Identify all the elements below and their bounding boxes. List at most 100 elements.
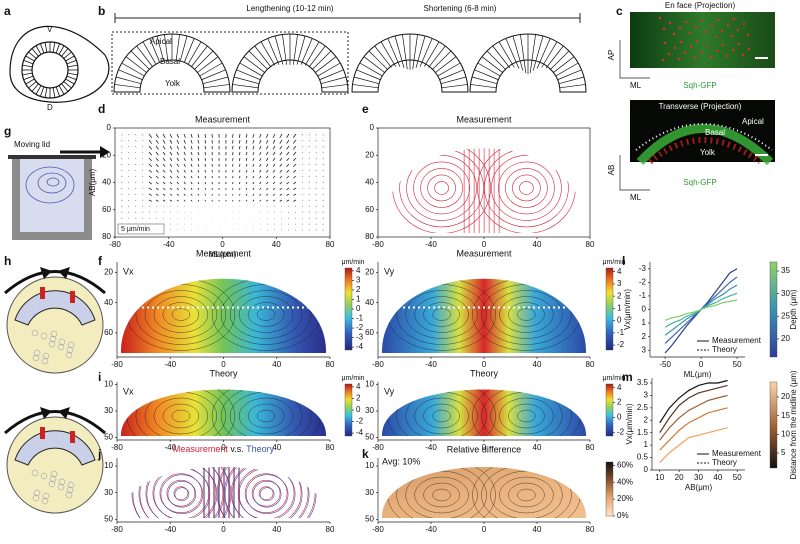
- vector: [245, 175, 248, 179]
- heatmap-field: [120, 389, 327, 436]
- vector: [259, 199, 262, 202]
- signal-dot: [742, 22, 746, 26]
- cell-line: [175, 34, 180, 61]
- vector: [141, 151, 144, 154]
- vector: [252, 169, 255, 173]
- vector: [204, 145, 207, 150]
- cell-line: [31, 83, 39, 92]
- cell-line: [559, 84, 586, 89]
- cell-line: [402, 34, 408, 70]
- panel-label: j: [97, 447, 101, 461]
- vector: [301, 175, 304, 177]
- cell-line: [498, 41, 515, 68]
- streamline: [427, 174, 456, 202]
- vector: [183, 199, 186, 202]
- vector: [315, 151, 318, 154]
- streamline: [505, 168, 548, 208]
- colorbar: [605, 383, 614, 437]
- vector: [183, 175, 186, 179]
- colorbar: [605, 461, 614, 517]
- region-label: Yolk: [165, 79, 181, 88]
- signal-dot: [741, 53, 745, 57]
- vector: [134, 169, 137, 172]
- cell-line: [552, 56, 575, 73]
- colorbar-label: Distance from the midline (μm): [789, 370, 798, 479]
- dashed-box: [111, 31, 349, 95]
- x-tick-label: 40: [272, 525, 281, 534]
- cell-line: [191, 45, 208, 67]
- signal-dot: [700, 19, 704, 23]
- cell-line: [471, 76, 498, 85]
- chart-title: Measurement: [196, 248, 252, 258]
- vector: [308, 145, 311, 148]
- colorbar-tick-label: 20: [781, 334, 790, 343]
- cell-line: [118, 69, 143, 81]
- streamline: [174, 487, 190, 502]
- colorbar-tick-label: -2: [617, 427, 625, 436]
- vector: [259, 139, 262, 144]
- yolk: [66, 346, 74, 354]
- cell-line: [282, 34, 287, 65]
- vector: [245, 139, 248, 144]
- signal-dot: [684, 20, 688, 24]
- cell-line: [58, 45, 65, 55]
- vector: [162, 181, 166, 185]
- vector: [279, 175, 283, 179]
- fold-diagram: Lengthening (10-12 min) Shortening (6-8 …: [111, 4, 587, 95]
- vector: [238, 187, 241, 190]
- signal-dot: [715, 49, 719, 53]
- vector: [141, 187, 144, 189]
- panel-label: b: [98, 4, 105, 18]
- data-line: [664, 299, 738, 321]
- vector: [252, 163, 255, 167]
- x-tick-label: -40: [425, 240, 437, 249]
- y-tick-label: 3.5: [637, 378, 649, 387]
- x-tick-label: 0: [482, 525, 487, 534]
- y-tick-label: 40: [104, 298, 113, 307]
- vector: [148, 175, 152, 179]
- vector: [183, 169, 186, 173]
- phase-label: Shortening (6-8 min): [424, 4, 497, 13]
- cell-line: [353, 76, 380, 85]
- vector: [238, 145, 241, 150]
- cell-line: [555, 62, 579, 77]
- x-tick-label: 0: [699, 360, 704, 369]
- legend-label: Measurement: [712, 336, 762, 345]
- x-tick-label: 0: [221, 443, 226, 452]
- signal-dot: [667, 52, 671, 56]
- vector: [134, 163, 137, 166]
- yolk: [66, 486, 74, 494]
- colorbar: [344, 267, 353, 351]
- vector: [148, 151, 153, 156]
- vector: [308, 151, 311, 154]
- vector: [197, 187, 200, 190]
- signal-dot: [705, 44, 709, 48]
- cell-line: [248, 50, 268, 70]
- cell-line: [441, 84, 468, 89]
- x-tick-label: -40: [164, 360, 176, 369]
- contour: [517, 488, 536, 502]
- streamline: [145, 467, 217, 518]
- vector: [322, 193, 325, 195]
- colorbar-label: Depth (μm): [789, 289, 798, 330]
- signal-dot: [747, 47, 751, 51]
- vector: [252, 139, 255, 144]
- vector: [120, 151, 123, 154]
- y-tick-label: -3: [639, 264, 647, 273]
- cell-line: [481, 56, 504, 73]
- cell-line: [236, 69, 261, 81]
- heatmap-field: [381, 278, 587, 353]
- cell-line: [474, 69, 499, 81]
- colorbar-tick-label: 0: [617, 316, 622, 325]
- x-tick-label: -80: [372, 240, 384, 249]
- colorbar-label: μm/min: [341, 375, 364, 382]
- legend-label: Theory: [712, 345, 737, 354]
- vector: [141, 181, 144, 183]
- heatmap-field: [381, 389, 587, 436]
- colorbar-label: μm/min: [602, 375, 625, 382]
- y-tick-label: 20: [365, 150, 374, 159]
- colorbar: [769, 261, 778, 358]
- x-tick-label: -40: [425, 525, 437, 534]
- vector: [279, 139, 283, 144]
